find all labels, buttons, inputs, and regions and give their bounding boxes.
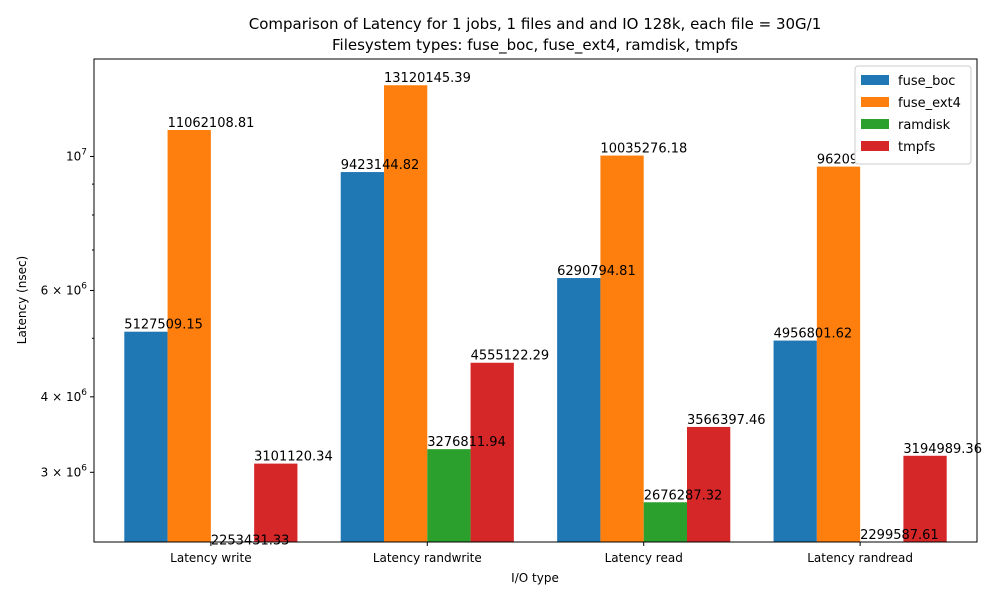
bar-tmpfs-latency-write: [254, 463, 298, 542]
legend-swatch-tmpfs: [861, 141, 889, 151]
bar-tmpfs-latency-randread: [903, 455, 947, 542]
data-labels-layer: 5127509.15 11062108.81 2253431.33 3101120.3…: [124, 71, 982, 548]
legend-swatch-ramdisk: [861, 119, 889, 129]
chart-title: Comparison of Latency for 1 jobs, 1 file…: [249, 15, 822, 33]
y-tick-label: 6 × 106: [41, 281, 88, 297]
legend-label-fuse-boc: fuse_boc: [898, 74, 955, 89]
bar-fuse-ext4-latency-read: [600, 155, 644, 542]
data-label-tmpfs-latency-randread: 3194989.36: [903, 442, 982, 457]
y-axis: 3 × 106 4 × 106 6 × 106 107: [41, 147, 94, 479]
x-tick-label-latency-randread: Latency randread: [807, 551, 913, 565]
data-label-fuse-boc-latency-write: 5127509.15: [124, 318, 203, 333]
bar-fuse-boc-latency-randwrite: [340, 172, 385, 542]
legend-box: [854, 65, 972, 165]
data-label-fuse-ext4-latency-randwrite: 13120145.39: [384, 71, 471, 86]
bar-ramdisk-latency-randwrite: [427, 449, 471, 542]
data-label-fuse-boc-latency-randread: 4956801.62: [774, 327, 853, 342]
bar-fuse-ext4-latency-randwrite: [384, 85, 428, 542]
x-tick-label-latency-randwrite: Latency randwrite: [373, 551, 482, 565]
bars-layer: [124, 85, 947, 542]
chart-subtitle: Filesystem types: fuse_boc, fuse_ext4, r…: [332, 36, 738, 55]
y-axis-label: Latency (nsec): [15, 256, 29, 344]
data-label-tmpfs-latency-write: 3101120.34: [254, 450, 333, 465]
legend-swatch-fuse-boc: [861, 75, 889, 85]
x-tick-label-latency-read: Latency read: [605, 551, 683, 565]
data-label-fuse-boc-latency-randwrite: 9423144.82: [341, 158, 420, 173]
bar-fuse-boc-latency-read: [557, 278, 601, 542]
bar-ramdisk-latency-read: [643, 502, 687, 542]
y-tick-label: 107: [66, 147, 87, 163]
data-label-ramdisk-latency-read: 2676287.32: [644, 488, 723, 503]
x-axis-label: I/O type: [511, 571, 559, 585]
plot-frame: [93, 58, 978, 543]
legend-label-ramdisk: ramdisk: [898, 118, 951, 133]
data-label-ramdisk-latency-randread: 2299587.61: [860, 528, 939, 543]
data-label-tmpfs-latency-read: 3566397.46: [687, 413, 766, 428]
legend-label-tmpfs: tmpfs: [898, 140, 936, 155]
y-tick-label: 4 × 106: [41, 388, 88, 404]
data-label-tmpfs-latency-randwrite: 4555122.29: [471, 349, 550, 364]
x-axis: Latency write Latency randwrite Latency re…: [170, 542, 913, 565]
data-label-ramdisk-latency-randwrite: 3276811.94: [427, 435, 506, 450]
bar-fuse-boc-latency-write: [124, 331, 168, 542]
legend-label-fuse-ext4: fuse_ext4: [898, 96, 961, 111]
data-label-fuse-ext4-latency-read: 10035276.18: [600, 142, 687, 157]
x-tick-label-latency-write: Latency write: [170, 551, 251, 565]
bar-tmpfs-latency-randwrite: [470, 362, 514, 542]
legend-swatch-fuse-ext4: [861, 97, 889, 107]
bar-fuse-ext4-latency-randread: [816, 166, 861, 542]
bar-fuse-ext4-latency-write: [167, 129, 211, 542]
data-label-fuse-ext4-latency-write: 11062108.81: [168, 116, 255, 131]
data-label-ramdisk-latency-write: 2253431.33: [211, 533, 290, 548]
y-tick-label: 3 × 106: [41, 463, 88, 479]
bar-tmpfs-latency-read: [686, 426, 731, 542]
data-label-fuse-boc-latency-read: 6290794.81: [557, 264, 636, 279]
bar-fuse-boc-latency-randread: [773, 340, 817, 542]
